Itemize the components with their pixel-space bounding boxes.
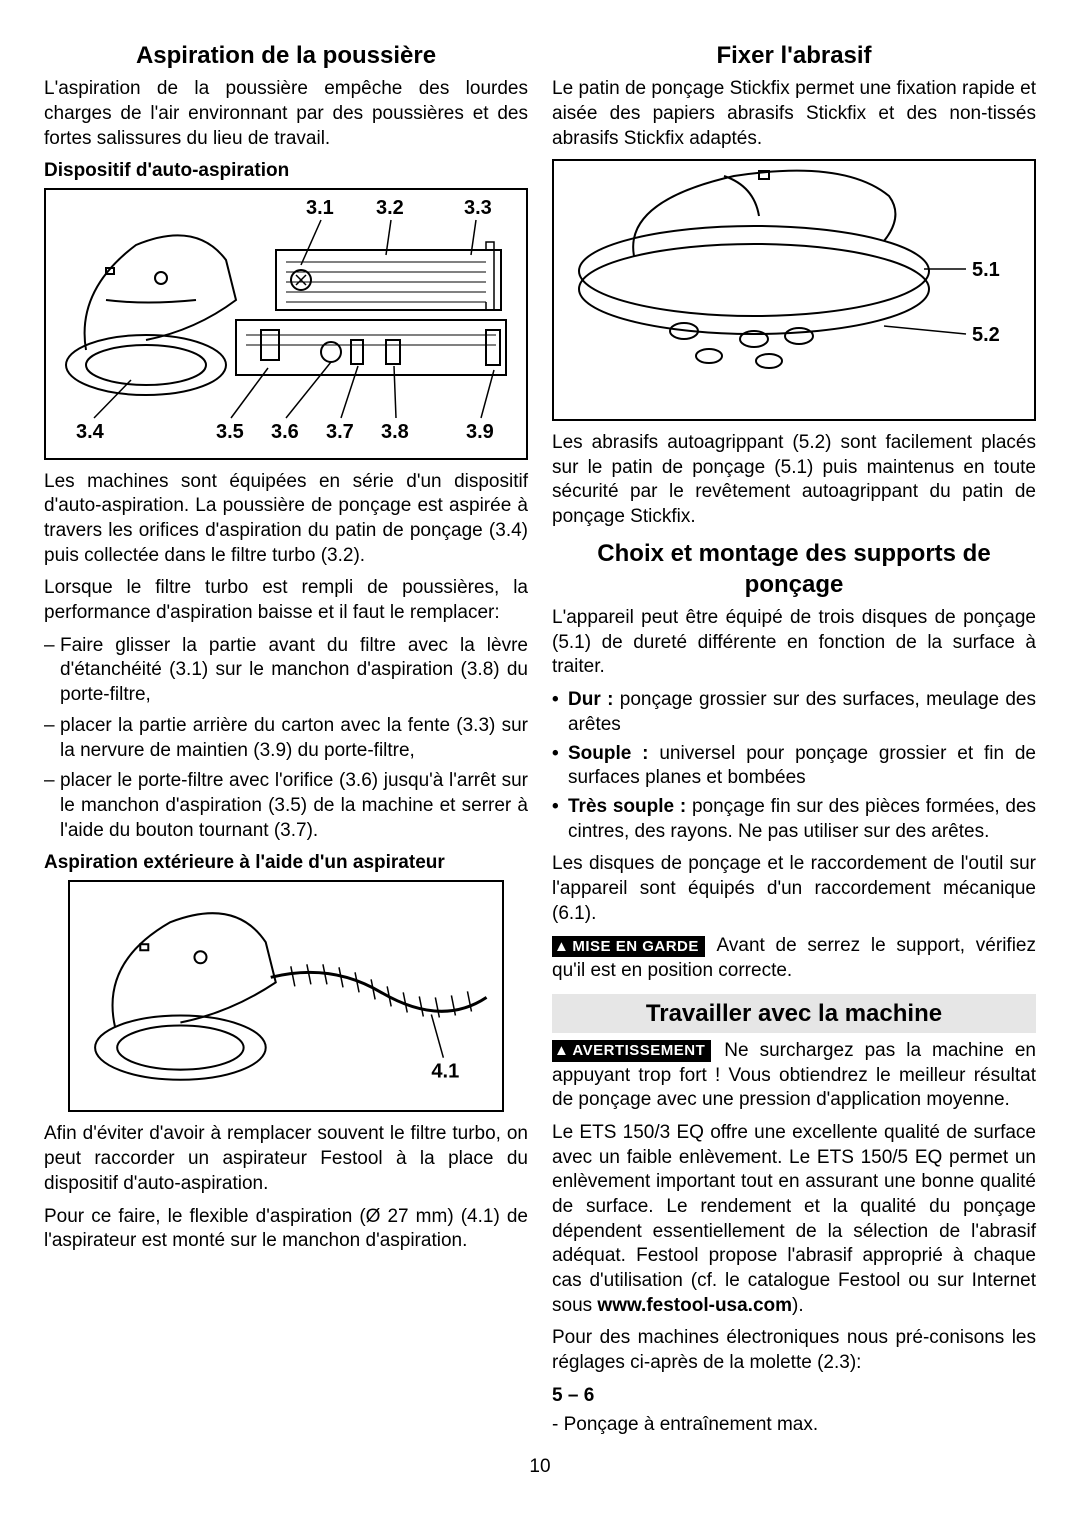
fig-label-5-2: 5.2 — [972, 324, 1000, 346]
fig-label-3-8: 3.8 — [381, 421, 409, 443]
para-dust-intro: L'aspiration de la poussière empêche des… — [44, 77, 528, 151]
page-number: 10 — [44, 1455, 1036, 1480]
fig-label-4-1: 4.1 — [432, 1061, 460, 1083]
fig-label-3-2: 3.2 — [376, 197, 404, 219]
fig-label-3-1: 3.1 — [306, 197, 334, 219]
bullet-soft: Souple : universel pour ponçage grossier… — [568, 742, 1036, 791]
step-2: placer la partie arrière du carton avec … — [60, 714, 528, 763]
heading-selfvac: Dispositif d'auto-aspiration — [44, 159, 528, 184]
para-fix: Le patin de ponçage Stickfix permet une … — [552, 77, 1036, 151]
step-1: Faire glisser la partie avant du filtre … — [60, 634, 528, 708]
figure-4: 4.1 — [68, 880, 504, 1113]
fig-label-3-3: 3.3 — [464, 197, 492, 219]
steps-list: –Faire glisser la partie avant du filtre… — [44, 634, 528, 844]
bullet-verysoft: Très souple : ponçage fin sur des pièces… — [568, 795, 1036, 844]
para-pads-intro: L'appareil peut être équipé de trois dis… — [552, 606, 1036, 680]
hardness-list: •Dur : ponçage grossier sur des surfaces… — [552, 688, 1036, 844]
section-band-work: Travailler avec la machine — [552, 994, 1036, 1033]
bullet-hard: Dur : ponçage grossier sur des surfaces,… — [568, 688, 1036, 737]
para-mech: Les disques de ponçage et le raccordemen… — [552, 852, 1036, 926]
para-ext-2: Pour ce faire, le flexible d'aspiration … — [44, 1205, 528, 1254]
figure-3: 3.1 3.2 3.3 — [44, 188, 528, 460]
para-turbo: Lorsque le filtre turbo est rempli de po… — [44, 576, 528, 625]
badge-warn: AVERTISSEMENT — [552, 1040, 711, 1062]
para-caution: MISE EN GARDE Avant de serrez le support… — [552, 934, 1036, 983]
para-series: Les machines sont équipées en série d'un… — [44, 470, 528, 569]
step-3: placer le porte-filtre avec l'orifice (3… — [60, 769, 528, 843]
figure-5: 5.1 5.2 — [552, 159, 1036, 421]
fig-label-3-5: 3.5 — [216, 421, 244, 443]
fig-label-3-4: 3.4 — [76, 421, 105, 443]
fig-label-3-9: 3.9 — [466, 421, 494, 443]
para-ext-1: Afin d'éviter d'avoir à remplacer souven… — [44, 1122, 528, 1196]
badge-caution: MISE EN GARDE — [552, 936, 705, 958]
fig-label-3-7: 3.7 — [326, 421, 354, 443]
heading-work: Travailler avec la machine — [558, 998, 1030, 1029]
heading-pads: Choix et montage des supports de ponçage — [552, 538, 1036, 600]
heading-dust: Aspiration de la poussière — [44, 40, 528, 71]
para-hook: Les abrasifs autoagrippant (5.2) sont fa… — [552, 431, 1036, 530]
setting-range-text: - Ponçage à entraînement max. — [552, 1413, 1036, 1438]
heading-fix: Fixer l'abrasif — [552, 40, 1036, 71]
setting-range: 5 – 6 — [552, 1384, 1036, 1409]
para-warn: AVERTISSEMENT Ne surchargez pas la machi… — [552, 1039, 1036, 1113]
para-ets: Le ETS 150/3 EQ offre une excellente qua… — [552, 1121, 1036, 1319]
fig-label-3-6: 3.6 — [271, 421, 299, 443]
fig-label-5-1: 5.1 — [972, 259, 1000, 281]
para-elec: Pour des machines électroniques nous pré… — [552, 1326, 1036, 1375]
heading-extvac: Aspiration extérieure à l'aide d'un aspi… — [44, 851, 528, 876]
